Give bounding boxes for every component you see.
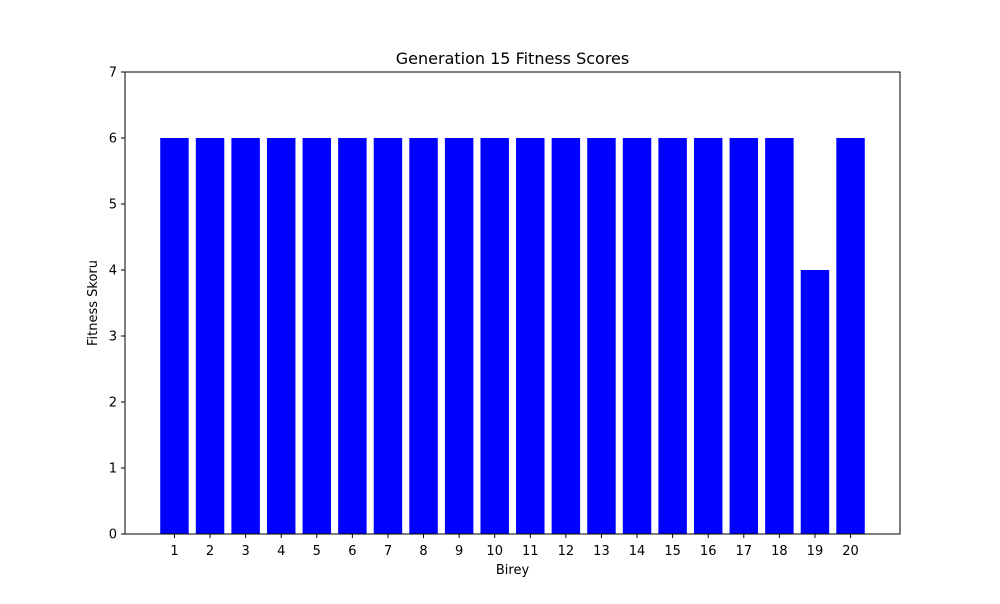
- x-tick-label: 9: [455, 544, 463, 559]
- y-tick-label: 0: [109, 528, 117, 543]
- y-tick-label: 6: [109, 132, 117, 147]
- bars-group: [160, 138, 865, 534]
- y-tick-label: 5: [109, 198, 117, 213]
- x-tick-label: 19: [807, 544, 824, 559]
- y-tick-label: 7: [109, 66, 117, 81]
- x-tick-label: 13: [593, 544, 610, 559]
- bar-1: [160, 138, 189, 534]
- x-tick-label: 14: [629, 544, 646, 559]
- chart-title: Generation 15 Fitness Scores: [396, 49, 629, 68]
- x-tick-label: 2: [206, 544, 214, 559]
- bar-10: [480, 138, 509, 534]
- bar-7: [373, 138, 403, 534]
- x-tick-label: 6: [348, 544, 356, 559]
- x-tick-label: 12: [558, 544, 575, 559]
- y-axis-ticks: 0 1 2 3 4 5 6 7: [109, 66, 125, 543]
- x-tick-label: 20: [842, 544, 859, 559]
- bar-13: [587, 138, 616, 534]
- y-tick-label: 2: [109, 396, 117, 411]
- y-axis-label: Fitness Skoru: [86, 260, 101, 346]
- bar-16: [693, 138, 723, 534]
- x-tick-label: 18: [771, 544, 788, 559]
- bar-5: [302, 138, 332, 534]
- bar-8: [409, 138, 438, 534]
- bar-19: [800, 270, 830, 534]
- bar-12: [551, 138, 581, 534]
- x-tick-label: 3: [241, 544, 249, 559]
- bar-14: [622, 138, 652, 534]
- x-tick-label: 10: [486, 544, 503, 559]
- bar-2: [195, 138, 225, 534]
- bar-17: [729, 138, 759, 534]
- x-tick-label: 16: [700, 544, 717, 559]
- y-tick-label: 1: [109, 462, 117, 477]
- x-tick-label: 4: [277, 544, 285, 559]
- bar-18: [765, 138, 794, 534]
- x-tick-label: 11: [522, 544, 539, 559]
- bar-4: [266, 138, 296, 534]
- bar-6: [338, 138, 367, 534]
- bar-20: [836, 138, 865, 534]
- plot-frame: [124, 71, 901, 535]
- x-axis-ticks: 1 2 3 4 5 6 7 8 9 10 11 12 13 14 15 16 17 18 19 20: [170, 534, 859, 559]
- x-tick-label: 5: [313, 544, 321, 559]
- x-tick-label: 7: [384, 544, 392, 559]
- x-tick-label: 17: [736, 544, 753, 559]
- x-axis-label: Birey: [496, 563, 530, 578]
- x-tick-label: 15: [664, 544, 681, 559]
- y-tick-label: 3: [109, 330, 117, 345]
- bar-15: [658, 138, 687, 534]
- y-tick-label: 4: [109, 264, 117, 279]
- x-tick-label: 1: [170, 544, 178, 559]
- bar-9: [444, 138, 474, 534]
- bar-11: [516, 138, 545, 534]
- bar-3: [231, 138, 260, 534]
- x-tick-label: 8: [419, 544, 427, 559]
